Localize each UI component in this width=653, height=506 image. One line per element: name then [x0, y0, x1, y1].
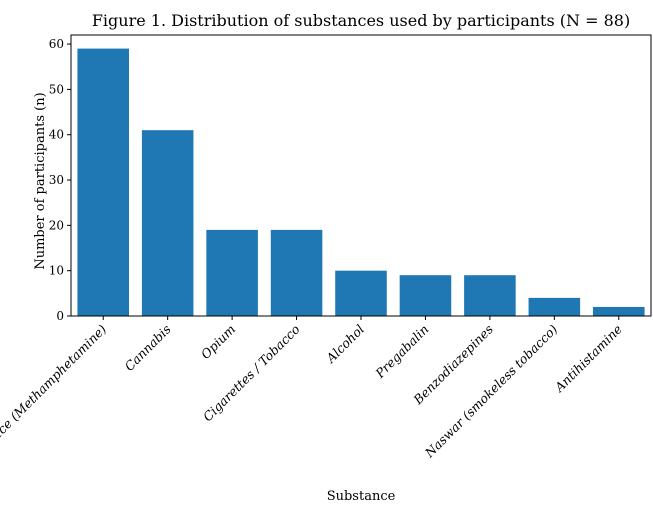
bar-3	[206, 229, 258, 316]
x-tick-label: Antihistamine	[551, 322, 625, 396]
y-tick-label: 50	[49, 82, 64, 96]
x-tick-label: Naswar (smokeless tobacco)	[421, 321, 560, 460]
y-tick-label: 0	[56, 309, 64, 323]
bar-9	[593, 306, 645, 316]
plot-area: 0 10 20 30 40 50 60 Ice (Methamphetamine) Cannab…	[0, 34, 652, 461]
x-axis-label: Substance	[327, 489, 396, 504]
y-tick-label: 10	[49, 264, 64, 278]
bar-1	[77, 48, 129, 316]
bar-8	[528, 297, 581, 316]
bar-6	[399, 275, 452, 316]
x-tick-label: Pregabalin	[372, 322, 432, 382]
y-axis-label: Number of participants (n)	[33, 92, 48, 269]
x-tick-label: Opium	[198, 322, 238, 362]
y-tick-label: 40	[49, 128, 64, 142]
y-tick-label: 60	[49, 37, 64, 51]
bar-7	[464, 275, 516, 316]
x-tick-label: Ice (Methamphetamine)	[0, 321, 109, 440]
x-tick-label: Alcohol	[322, 322, 367, 367]
y-tick-label: 20	[49, 218, 64, 232]
bar-2	[141, 130, 194, 316]
chart-title: Figure 1. Distribution of substances use…	[92, 11, 630, 30]
bar-4	[270, 229, 323, 316]
y-tick-label: 30	[49, 173, 64, 187]
x-tick-label: Cannabis	[121, 322, 173, 374]
bar-5	[335, 270, 387, 316]
